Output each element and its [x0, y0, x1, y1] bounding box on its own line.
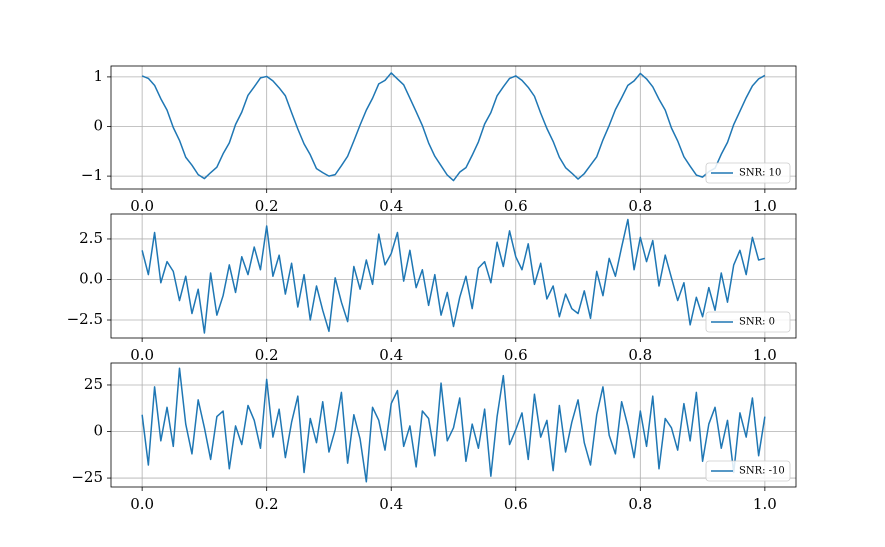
x-tick-label: 0.6: [504, 197, 528, 215]
y-tick-label: −1: [81, 166, 103, 184]
legend-label: SNR: -10: [739, 466, 785, 477]
x-tick-label: 0.6: [504, 495, 528, 513]
legend-label: SNR: 0: [739, 317, 775, 328]
x-tick-label: 0.4: [379, 495, 403, 513]
x-tick-label: 0.0: [130, 346, 154, 364]
y-tick-label: 25: [84, 375, 103, 393]
y-tick-label: −2.5: [67, 310, 103, 328]
x-tick-label: 0.0: [130, 495, 154, 513]
axes-frame: [110, 362, 797, 488]
y-tick-label: 0.0: [79, 269, 103, 287]
axes-frame: [110, 213, 797, 339]
legend-box: [705, 311, 791, 333]
y-tick-label: −25: [71, 468, 103, 486]
x-tick-label: 0.4: [379, 346, 403, 364]
legend-label: SNR: 10: [739, 168, 781, 179]
x-tick-label: 0.8: [628, 346, 652, 364]
data-line: [141, 367, 766, 483]
legend-box: [705, 162, 791, 184]
axes-frame: [110, 65, 797, 190]
y-tick-label: 0: [93, 117, 103, 135]
legend-box: [705, 460, 791, 482]
x-tick-label: 0.4: [379, 197, 403, 215]
y-tick-label: 1: [93, 67, 103, 85]
x-tick-label: 0.0: [130, 197, 154, 215]
y-tick-label: 2.5: [79, 229, 103, 247]
x-tick-label: 0.6: [504, 346, 528, 364]
data-line: [141, 218, 766, 334]
x-tick-label: 1.0: [753, 197, 777, 215]
x-tick-label: 0.8: [628, 197, 652, 215]
x-tick-label: 1.0: [753, 346, 777, 364]
x-tick-label: 0.2: [255, 346, 279, 364]
data-line: [141, 72, 766, 182]
y-tick-label: 0: [93, 422, 103, 440]
x-tick-label: 0.2: [255, 495, 279, 513]
x-tick-label: 0.2: [255, 197, 279, 215]
x-tick-label: 0.8: [628, 495, 652, 513]
x-tick-label: 1.0: [753, 495, 777, 513]
